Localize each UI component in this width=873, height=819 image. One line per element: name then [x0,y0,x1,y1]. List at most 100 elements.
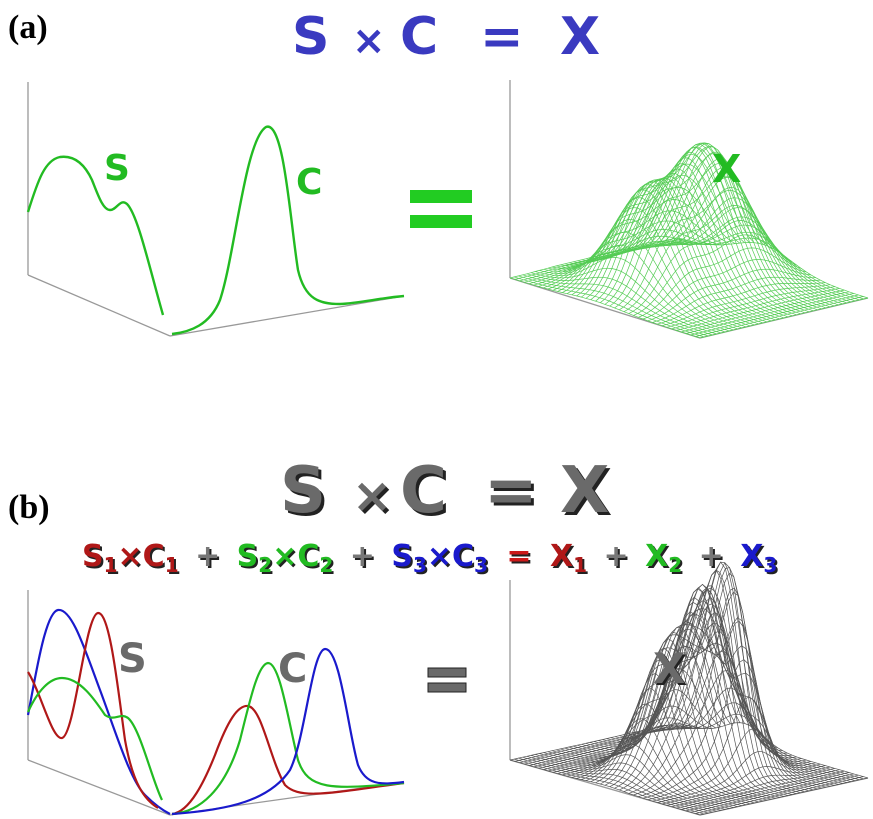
panel-a-c-label: C [296,162,322,203]
surface-mesh-line [552,220,721,291]
surface-mesh-line [538,240,707,287]
eq-b-x: X [560,454,609,528]
panel-a-x-label: X [712,147,741,191]
surface-mesh-line [585,146,755,299]
surface-mesh-line [680,291,850,333]
surface-mesh-line [699,777,869,816]
sub-equation-text: S1×C1 + S2×C2 + S3×C3 = X1 + X2 + X3 [82,539,777,580]
surface-mesh-line [628,220,797,314]
surface-mesh-line [543,235,712,289]
surface-mesh-line [666,286,835,328]
surface-mesh-line [609,162,779,307]
panel-b-x-label: X X [653,644,687,695]
eq-b-c: C [400,454,447,528]
panel-a-s-label: S [104,148,130,189]
term-s2: S [237,539,259,574]
surface-mesh-line [690,294,859,336]
surface-mesh-line [680,772,850,810]
surface-mesh-line [571,174,741,296]
panel-b-sub-equation: S1×C1 + S2×C2 + S3×C3 = X1 + X2 + X3 S1×… [82,539,779,580]
panel-b-axes [27,590,405,816]
surface-mesh-line [590,142,760,300]
surface-mesh-line [571,588,741,778]
surface-mesh-line [652,276,821,323]
surface-mesh-line [528,242,698,285]
surface-mesh-line [585,603,755,781]
term-c2: C [297,539,319,574]
eq-a-eq: = [480,7,524,67]
surface-mesh-line [566,187,736,295]
surface-mesh-line [638,247,807,318]
surface-mesh-line [633,587,802,796]
surface-mesh-line [642,259,812,320]
panel-a-s-curve [26,155,165,316]
term-s3: S [391,539,413,574]
surface-mesh-line [528,727,698,766]
surface-mesh-line [647,268,816,322]
panel-b: (b) S × C = X S × C = X S1×C1 [8,454,869,816]
term-c1: C [143,539,165,574]
svg-text:X: X [653,644,685,693]
eq-b-times: × [352,468,392,524]
panel-b-s-green [26,676,163,801]
surface-mesh-line [543,705,712,770]
surface-mesh-line [524,726,693,765]
panel-b-c-green [171,661,405,816]
panel-b-s-blue [26,608,171,815]
panel-b-c-label: C [278,646,307,692]
surface-mesh-line [661,284,831,327]
panel-b-surface [509,561,869,816]
surface-mesh-line [581,153,750,298]
term-s1: S [82,539,104,574]
surface-mesh-line [671,288,840,330]
surface-mesh-line [657,751,826,803]
surface-mesh-line [533,243,702,286]
eq-a-times: × [352,18,386,64]
surface-mesh-line [614,587,783,789]
surface-mesh-line [652,728,821,802]
eq-b-s-shadow: S [283,457,329,531]
surface-mesh-line [522,274,713,336]
term-x1: X [550,539,573,574]
surface-mesh-line [685,773,854,812]
surface-mesh-line [557,645,726,775]
surface-mesh-line [557,210,726,292]
surface-mesh-line [595,142,764,302]
surface-mesh-line [671,769,840,808]
surface-mesh-line [619,569,788,791]
svg-text:X: X [655,646,687,695]
panel-b-equals-sign [427,667,467,693]
surface-mesh-line [695,296,864,337]
surface-mesh-line [576,163,745,297]
eq-b-s: S [280,454,326,528]
panel-a-c-curve [171,125,405,336]
surface-mesh-line [623,205,793,313]
surface-mesh-line [666,768,835,806]
eq-a-s: S [292,7,329,67]
panel-b-s-label: S [118,636,147,682]
surface-mesh-line [690,774,859,813]
surface-mesh-line [547,689,717,772]
surface-mesh-line [562,621,731,776]
eq-b-times-shadow: × [355,471,395,527]
eq-a-x: X [560,7,600,67]
panel-b-c-blue [171,647,405,816]
surface-mesh-line [514,723,683,762]
surface-mesh-line [552,668,722,773]
surface-mesh-line [614,175,783,309]
surface-mesh-line [638,620,807,797]
eq-b-eq: = [484,454,538,528]
term-x3: X [740,539,763,574]
surface-mesh-line [590,623,760,783]
surface-mesh-line [600,145,769,303]
panel-a-label: (a) [8,9,48,46]
surface-mesh-line [695,776,864,814]
surface-mesh-line [619,189,788,311]
panel-b-c-red [171,704,405,816]
panel-a: (a) S × C = X S C [8,7,869,339]
panel-a-surface [509,142,869,339]
panel-a-equation: S × C = X [292,7,600,67]
term-c3: C [452,539,474,574]
